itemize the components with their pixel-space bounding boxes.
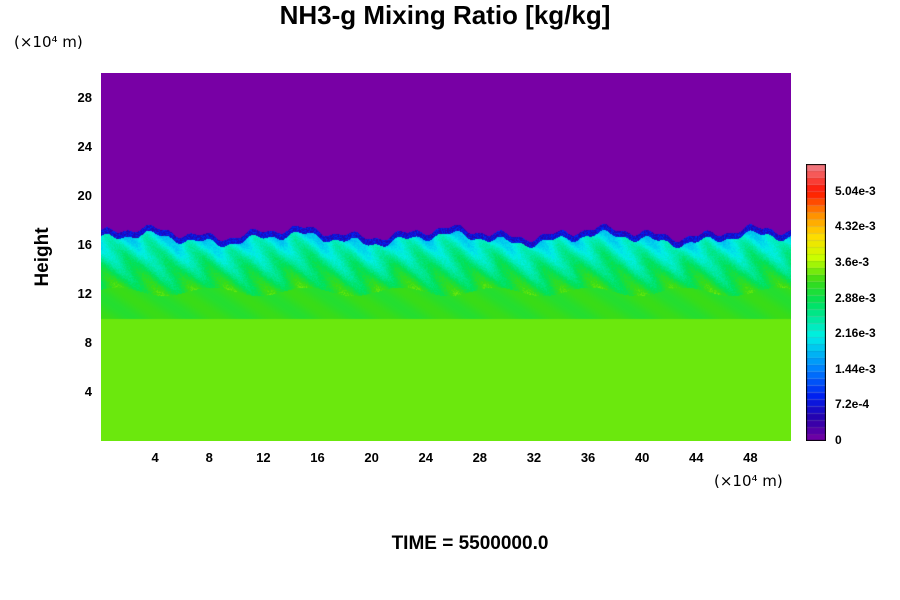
x-tick-label: 24: [418, 450, 433, 465]
colorbar-tick-label: 5.04e-3: [835, 183, 876, 198]
y-tick-label: 24: [77, 138, 92, 154]
colorbar-tick-label: 1.44e-3: [835, 361, 876, 376]
x-tick-label: 36: [580, 450, 596, 465]
heatmap-plot-area: [101, 73, 791, 441]
colorbar-tick-label: 7.2e-4: [835, 397, 870, 412]
y-tick-label: 28: [77, 89, 92, 105]
colorbar-tick-label: 0: [835, 433, 842, 447]
colorbar-tick-label: 2.88e-3: [835, 290, 876, 305]
x-tick-label: 16: [310, 450, 325, 465]
x-tick-label: 48: [743, 450, 758, 465]
chart-title: NH3-g Mixing Ratio [kg/kg]: [279, 0, 611, 30]
colorbar-tick-label: 4.32e-3: [835, 219, 876, 234]
x-tick-label: 28: [472, 450, 488, 465]
y-tick-label: 4: [84, 383, 92, 399]
x-tick-label: 4: [151, 450, 159, 465]
y-tick-label: 20: [77, 187, 92, 203]
colorbar: [806, 164, 826, 441]
y-tick-label: 8: [84, 334, 92, 350]
y-axis-label: Height: [32, 227, 53, 287]
time-label: TIME = 5500000.0: [391, 533, 549, 554]
x-tick-label: 8: [205, 450, 213, 465]
x-tick-label: 44: [689, 450, 704, 465]
colorbar-tick-label: 3.6e-3: [835, 254, 870, 269]
x-tick-label: 32: [526, 450, 542, 465]
x-tick-label: 40: [634, 450, 650, 465]
x-tick-label: 20: [364, 450, 379, 465]
x-axis-unit: (×10⁴ m): [714, 472, 783, 490]
x-tick-label: 12: [256, 450, 271, 465]
y-tick-label: 16: [77, 236, 92, 252]
colorbar-tick-label: 2.16e-3: [835, 326, 876, 341]
y-tick-label: 12: [77, 285, 92, 301]
y-axis-unit: (×10⁴ m): [14, 33, 83, 51]
